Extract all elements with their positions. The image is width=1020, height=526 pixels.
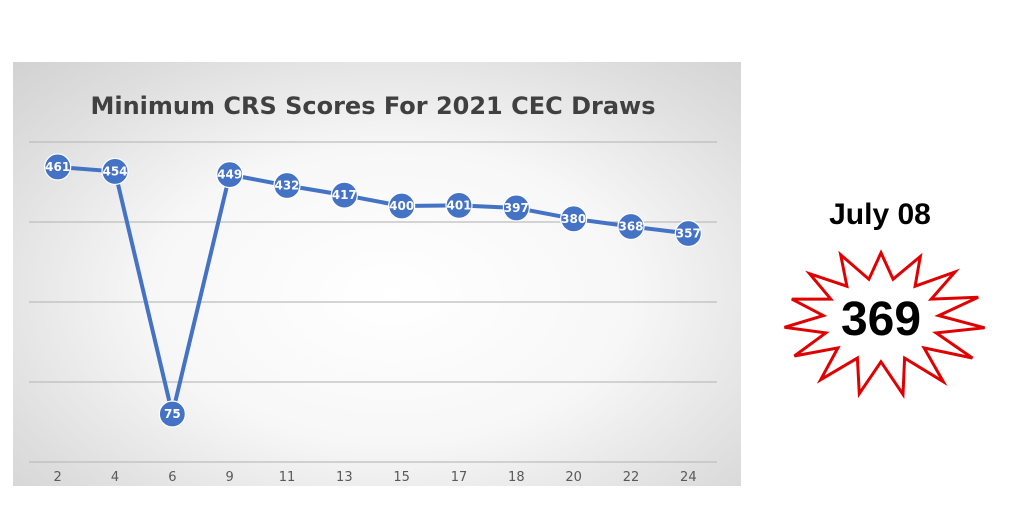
data-label: 380 <box>561 212 586 226</box>
data-point <box>674 219 702 248</box>
x-tick-label: 24 <box>680 470 697 485</box>
series-line <box>57 164 689 416</box>
data-point <box>388 192 416 220</box>
data-point <box>216 161 244 189</box>
callout-graphic: July 08 369 <box>784 198 985 400</box>
x-tick-label: 18 <box>508 470 525 485</box>
data-label: 417 <box>332 188 357 202</box>
callout-panel: July 08 369 <box>760 180 1020 420</box>
data-point <box>330 181 358 209</box>
x-tick-label: 22 <box>623 470 640 485</box>
chart-panel: Minimum CRS Scores For 2021 CEC Draws 46… <box>13 62 741 486</box>
data-label: 401 <box>446 198 471 212</box>
chart-title: Minimum CRS Scores For 2021 CEC Draws <box>90 92 655 120</box>
data-label: 449 <box>217 168 242 182</box>
x-tick-label: 17 <box>451 470 468 485</box>
data-label: 368 <box>618 219 643 233</box>
x-tick-label: 11 <box>279 470 296 485</box>
data-point <box>44 153 72 181</box>
x-tick-label: 2 <box>54 470 62 485</box>
data-label: 75 <box>164 407 181 421</box>
data-label: 397 <box>504 201 529 215</box>
data-point <box>273 171 301 200</box>
data-label: 357 <box>676 227 701 241</box>
starburst-shape <box>784 249 985 400</box>
data-point <box>560 205 588 233</box>
x-tick-label: 20 <box>565 470 582 485</box>
data-label: 454 <box>102 164 127 178</box>
x-tick-label: 9 <box>226 470 234 485</box>
x-tick-label: 6 <box>168 470 176 485</box>
data-point <box>158 400 186 428</box>
data-point <box>502 194 530 222</box>
data-point <box>445 191 473 219</box>
line-chart: Minimum CRS Scores For 2021 CEC Draws 46… <box>29 92 717 485</box>
x-tick-label: 13 <box>336 470 353 485</box>
data-label: 432 <box>274 179 299 193</box>
draw-date-label: July 08 <box>829 198 931 231</box>
x-tick-label: 4 <box>111 470 119 485</box>
data-label: 461 <box>45 160 70 174</box>
data-point <box>101 157 129 186</box>
data-label: 400 <box>389 199 414 213</box>
x-tick-label: 15 <box>393 470 410 485</box>
draw-score-label: 369 <box>841 293 921 346</box>
data-point <box>617 212 645 241</box>
